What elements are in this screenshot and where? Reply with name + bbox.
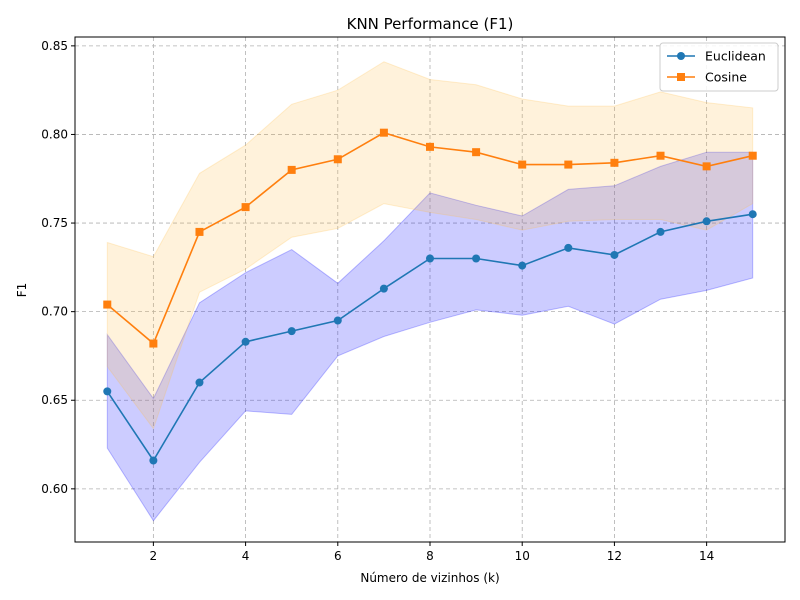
euclidean-point	[287, 327, 296, 336]
series-lines	[103, 128, 757, 465]
x-tick-label: 12	[607, 549, 622, 563]
cosine-point	[195, 227, 204, 236]
legend-swatch-marker	[677, 52, 685, 60]
x-tick-label: 4	[242, 549, 250, 563]
y-tick-label: 0.85	[41, 39, 68, 53]
cosine-point	[426, 142, 434, 151]
confidence-bands	[106, 61, 754, 522]
x-tick-label: 14	[699, 549, 714, 563]
euclidean-point	[379, 284, 388, 293]
euclidean-band	[106, 151, 754, 522]
euclidean-point	[103, 387, 112, 396]
euclidean-point	[702, 217, 711, 226]
cosine-point	[472, 148, 481, 157]
cosine-point	[518, 160, 527, 169]
euclidean-point	[610, 250, 619, 259]
legend-label: Euclidean	[705, 49, 766, 64]
x-tick-label: 10	[515, 549, 530, 563]
cosine-point	[287, 165, 296, 174]
cosine-point	[564, 160, 573, 169]
cosine-point	[241, 203, 250, 212]
cosine-point	[748, 151, 757, 160]
cosine-point	[333, 155, 342, 164]
y-axis-title: F1	[15, 283, 29, 298]
euclidean-point	[748, 210, 757, 219]
euclidean-point	[564, 243, 573, 252]
euclidean-point	[149, 456, 158, 465]
cosine-point	[379, 128, 388, 137]
legend-label: Cosine	[705, 70, 747, 85]
y-tick-label: 0.70	[41, 305, 68, 319]
legend: Euclidean Cosine	[659, 42, 779, 92]
cosine-point	[610, 158, 619, 167]
euclidean-point	[656, 227, 665, 236]
cosine-point	[656, 151, 665, 160]
chart-title: KNN Performance (F1)	[347, 15, 514, 33]
cosine-band	[106, 61, 754, 430]
euclidean-point	[518, 261, 527, 270]
euclidean-point	[426, 254, 434, 263]
cosine-point	[702, 162, 711, 171]
y-tick-label: 0.60	[41, 482, 68, 496]
euclidean-point	[333, 316, 342, 325]
legend-swatch-marker	[677, 73, 685, 81]
x-tick-label: 8	[426, 549, 434, 563]
euclidean-point	[195, 378, 204, 387]
euclidean-point	[472, 254, 481, 263]
legend-box	[659, 42, 779, 92]
y-tick-label: 0.75	[41, 216, 68, 230]
axis-ticks: 2 4 6 8 10 12 14 0.60 0.65 0.70 0.75 0.80 0.85	[41, 39, 714, 563]
y-tick-label: 0.80	[41, 127, 68, 141]
euclidean-point	[241, 337, 250, 346]
x-tick-label: 6	[334, 549, 342, 563]
y-tick-label: 0.65	[41, 393, 68, 407]
cosine-point	[103, 300, 112, 309]
cosine-point	[149, 339, 158, 348]
x-axis-title: Número de vizinhos (k)	[360, 571, 499, 585]
x-tick-label: 2	[150, 549, 158, 563]
